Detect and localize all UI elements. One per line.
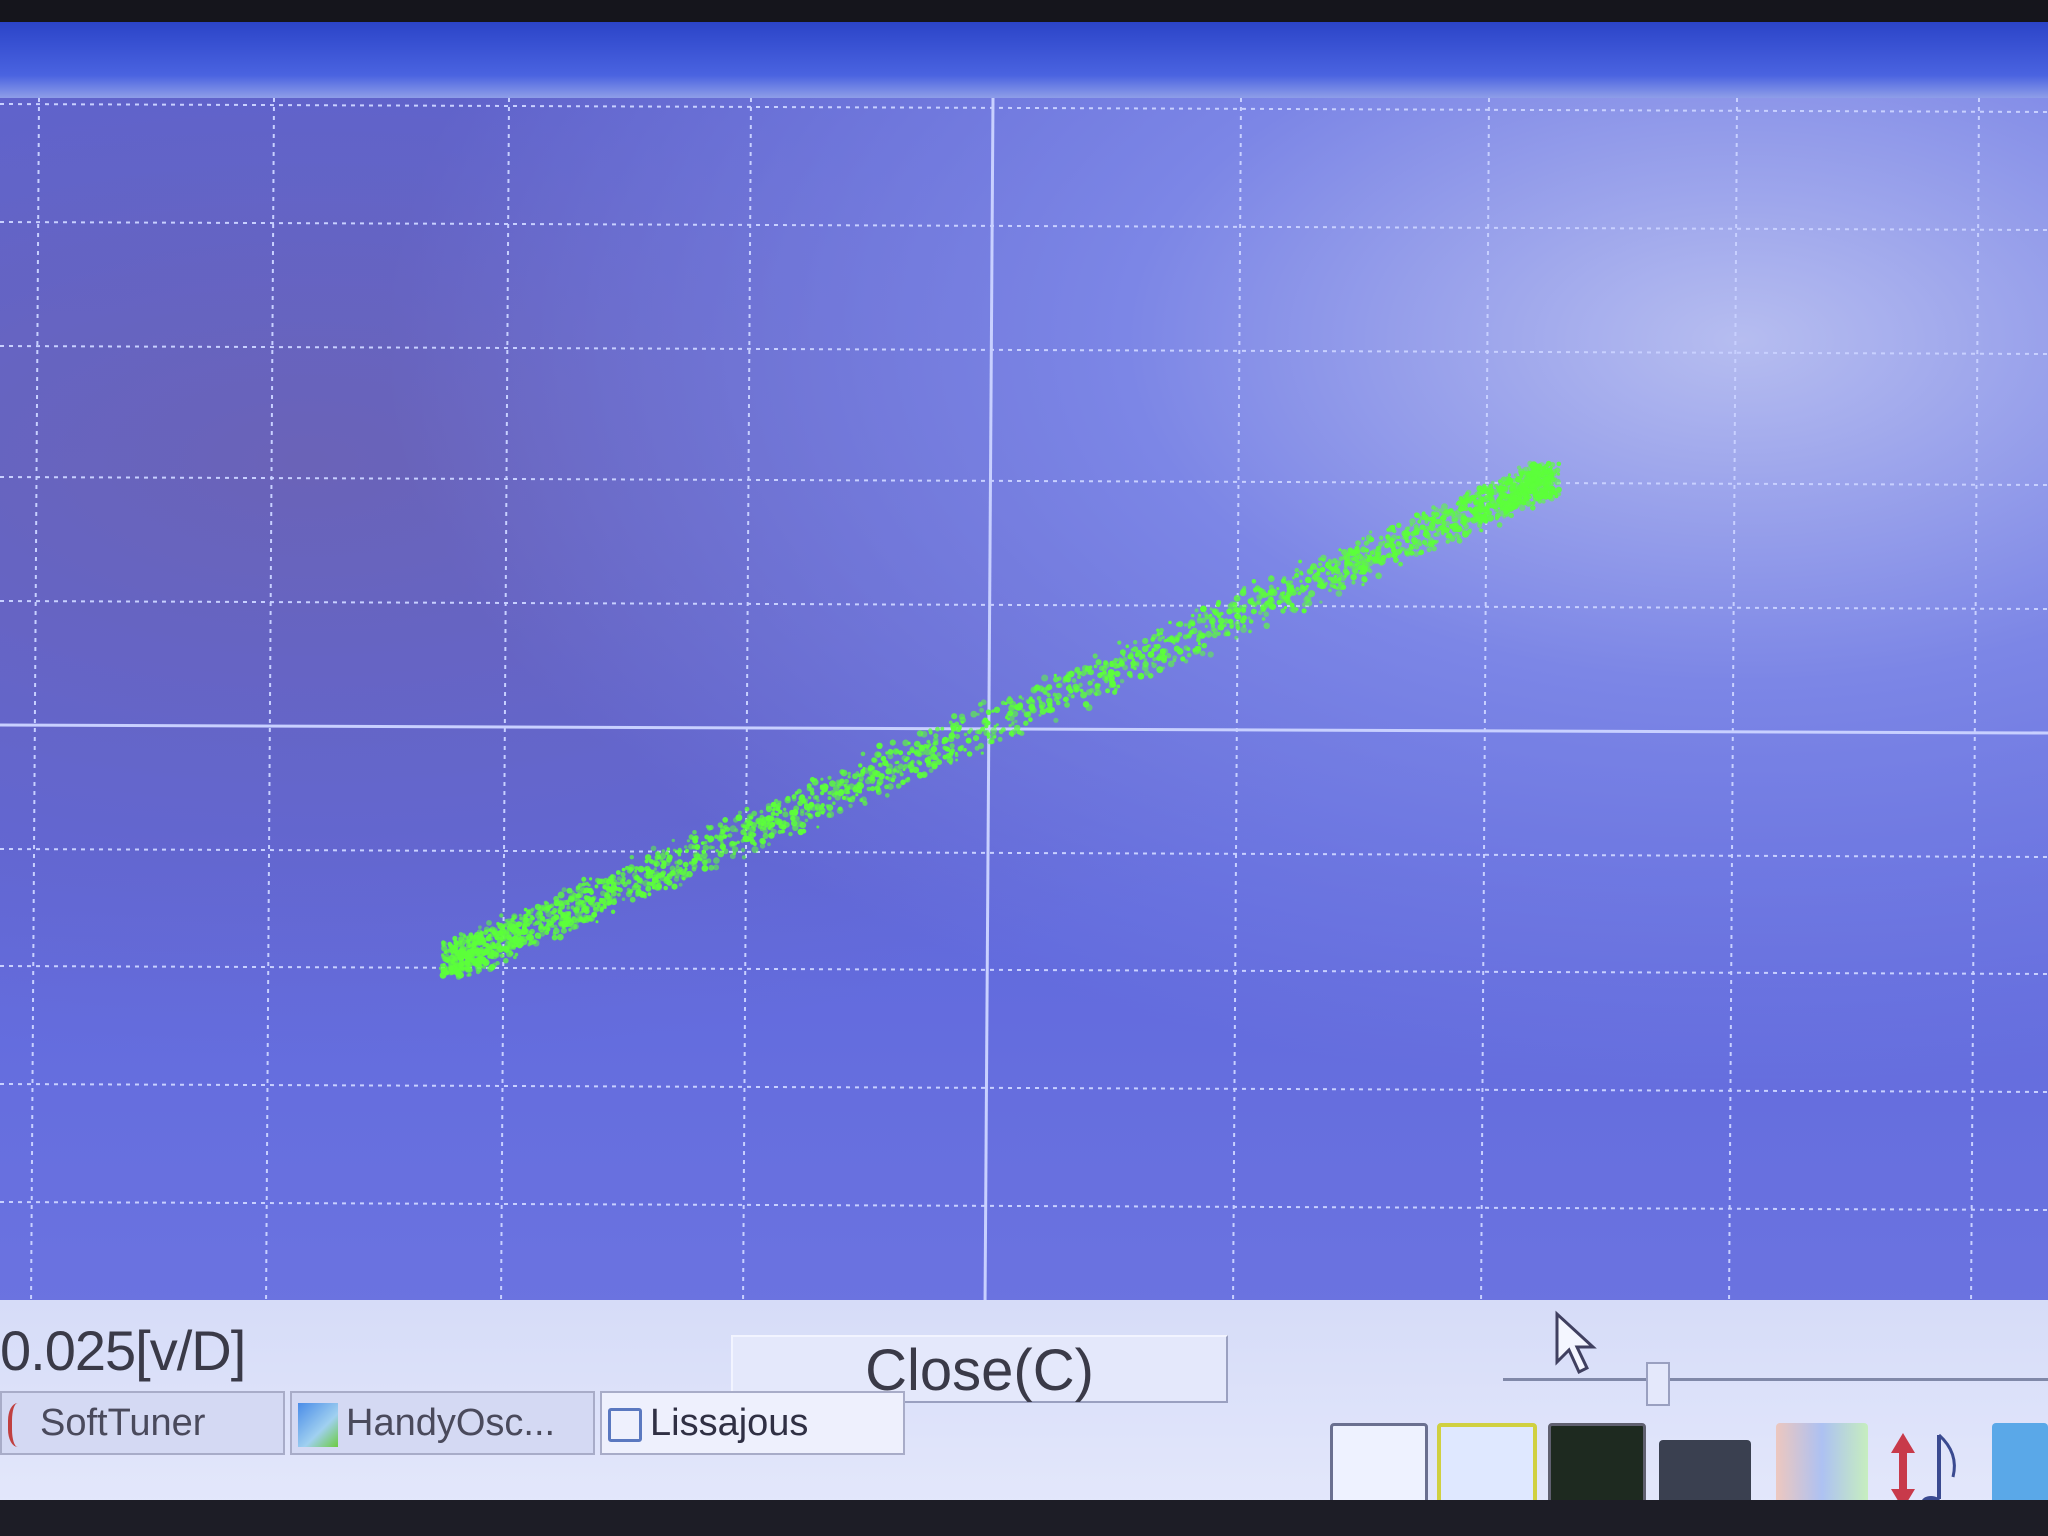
- taskbar-item-handyosc[interactable]: HandyOsc...: [290, 1391, 595, 1455]
- taskbar-item-softtuner[interactable]: SoftTuner: [0, 1391, 285, 1455]
- grid-line-horizontal: [0, 848, 2048, 858]
- grid-axis-vertical: [983, 98, 995, 1308]
- taskbar-item-label: SoftTuner: [40, 1402, 206, 1444]
- grid-line-horizontal: [0, 600, 2048, 610]
- grid-line-horizontal: [0, 1083, 2048, 1093]
- screen-bezel-bottom: [0, 1500, 2048, 1536]
- grid-line-vertical: [742, 98, 752, 1308]
- tape-recorder-icon[interactable]: [1659, 1440, 1751, 1510]
- grid-line-vertical: [1970, 98, 1980, 1308]
- screen-bezel-top: [0, 0, 2048, 22]
- window-icon: [608, 1407, 642, 1442]
- oscilloscope-app-icon: [298, 1402, 338, 1447]
- mouse-cursor: [1555, 1310, 1597, 1375]
- grid-axis-horizontal: [0, 723, 2048, 735]
- slider-track: [1503, 1378, 2048, 1381]
- oscilloscope-display: [0, 98, 2048, 1308]
- window-title-bar: [0, 22, 2048, 98]
- grid-line-vertical: [500, 98, 510, 1308]
- scale-slider[interactable]: [1489, 1352, 2048, 1410]
- grid-line-vertical: [1728, 98, 1738, 1308]
- taskbar-item-lissajous[interactable]: Lissajous: [600, 1391, 905, 1455]
- grid-line-horizontal: [0, 221, 2048, 231]
- lissajous-plot: [0, 98, 2048, 1308]
- grid-line-vertical: [30, 98, 40, 1308]
- grid-line-vertical: [1232, 98, 1242, 1308]
- lissajous-trace: [438, 460, 1562, 980]
- volts-per-division-readout: 0.025[v/D]: [0, 1319, 246, 1382]
- grid-line-horizontal: [0, 476, 2048, 486]
- taskbar-item-label: HandyOsc...: [346, 1402, 556, 1444]
- grid-line-horizontal: [0, 103, 2048, 113]
- grid-line-horizontal: [0, 1201, 2048, 1211]
- grid-line-vertical: [1480, 98, 1490, 1308]
- grid-line-horizontal: [0, 965, 2048, 975]
- tuner-icon: [8, 1402, 32, 1447]
- volume-music-icon[interactable]: [1881, 1423, 1973, 1519]
- grid-line-vertical: [265, 98, 275, 1308]
- slider-thumb[interactable]: [1645, 1362, 1670, 1406]
- grid-line-horizontal: [0, 345, 2048, 355]
- taskbar-item-label: Lissajous: [650, 1402, 809, 1444]
